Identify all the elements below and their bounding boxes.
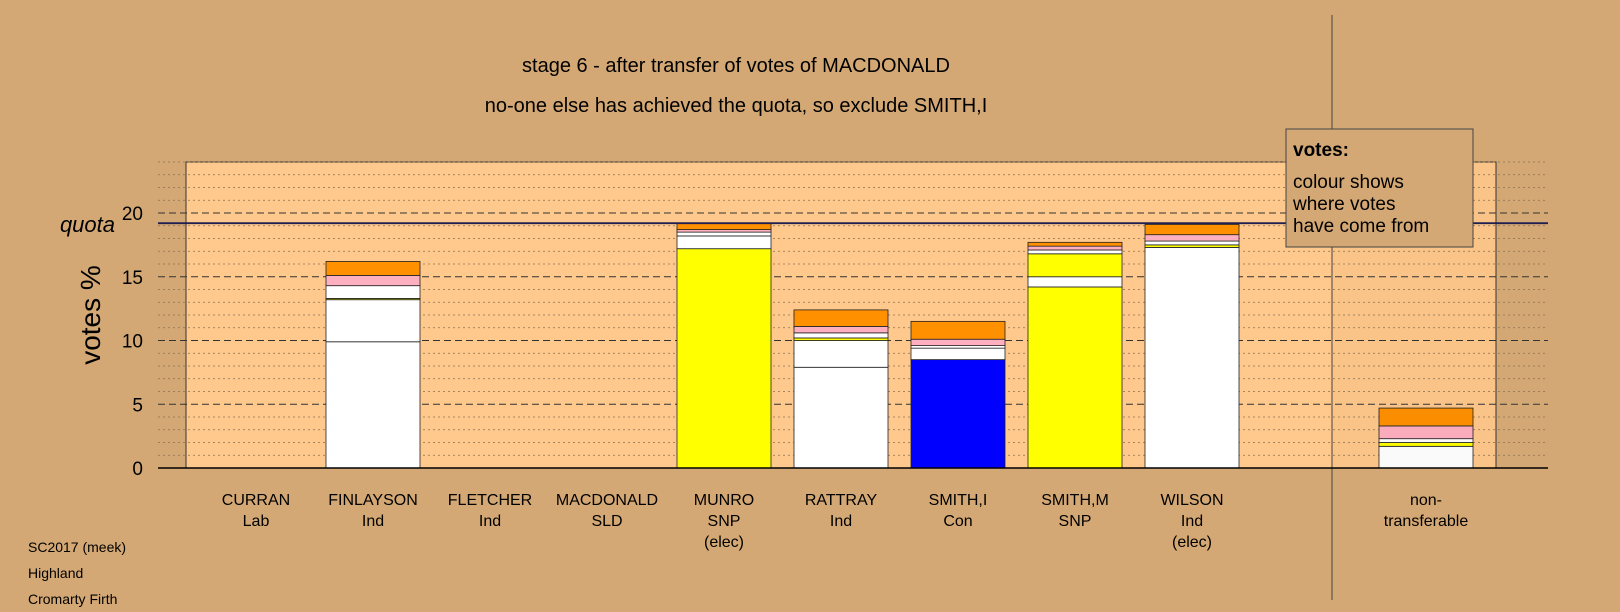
- bar-segment: [1027, 276, 1123, 288]
- bar-segment: [910, 347, 1006, 361]
- y-tick-label: 10: [122, 332, 143, 353]
- bar-segment: [325, 285, 421, 299]
- x-category-label: Ind: [362, 513, 384, 530]
- bar-segment: [325, 261, 421, 276]
- chart-subtitle: no-one else has achieved the quota, so e…: [485, 95, 988, 117]
- x-category-label: FINLAYSON: [328, 492, 418, 509]
- bar-segment: [1144, 224, 1240, 236]
- bar-segment: [910, 320, 1006, 340]
- x-category-label: Ind: [479, 513, 501, 530]
- legend-box: [1285, 128, 1474, 248]
- quota-label: quota: [60, 212, 115, 237]
- x-category-label: SLD: [591, 513, 622, 530]
- bar-segment: [793, 340, 889, 368]
- legend-line: where votes: [1292, 194, 1395, 215]
- y-tick-label: 5: [132, 395, 143, 416]
- bar-segment: [325, 341, 421, 469]
- footer-line-council: Highland: [28, 565, 84, 581]
- y-tick-label: 0: [132, 459, 143, 480]
- x-category-label: Ind: [1181, 513, 1203, 530]
- bar-segment: [793, 332, 889, 339]
- bar-segment: [325, 299, 421, 343]
- bar-segment: [1144, 234, 1240, 242]
- x-category-label: non-: [1410, 492, 1442, 509]
- x-category-label: Con: [943, 513, 972, 530]
- x-category-label: transferable: [1384, 513, 1469, 530]
- x-category-label: FLETCHER: [448, 492, 532, 509]
- x-category-label: (elec): [1172, 534, 1212, 551]
- x-category-label: WILSON: [1160, 492, 1223, 509]
- bar-segment: [676, 248, 772, 469]
- bar-segment: [1027, 286, 1123, 469]
- x-category-label: SNP: [1059, 513, 1092, 530]
- y-tick-label: 15: [122, 268, 143, 289]
- legend-line: colour shows: [1293, 172, 1404, 193]
- bar-segment: [1027, 249, 1123, 255]
- bar-segment: [910, 359, 1006, 469]
- x-category-label: CURRAN: [222, 492, 290, 509]
- x-category-label: SNP: [708, 513, 741, 530]
- bar-segment: [676, 222, 772, 230]
- y-tick-label: 20: [122, 204, 143, 225]
- y-axis-label: votes %: [75, 265, 106, 365]
- bar-segment: [1027, 253, 1123, 278]
- x-category-label: MUNRO: [694, 492, 754, 509]
- bar-segment: [325, 275, 421, 287]
- x-category-label: SMITH,I: [929, 492, 988, 509]
- x-category-label: SMITH,M: [1041, 492, 1109, 509]
- footer-info: SC2017 (meek) Highland Cromarty Firth: [28, 534, 126, 612]
- bar-segment: [1378, 407, 1474, 427]
- legend-line: have come from: [1293, 216, 1429, 237]
- bar-segment: [676, 235, 772, 250]
- footer-line-ward: Cromarty Firth: [28, 591, 118, 607]
- bar-segment: [1027, 245, 1123, 251]
- footer-line-count: SC2017 (meek): [28, 539, 127, 555]
- bar-segment: [1144, 247, 1240, 469]
- x-category-label: Lab: [243, 513, 270, 530]
- bar-segment: [910, 338, 1006, 347]
- x-category-label: MACDONALD: [556, 492, 658, 509]
- bar-segment: [676, 231, 772, 237]
- chart-title: stage 6 - after transfer of votes of MAC…: [522, 55, 950, 77]
- legend-title: votes:: [1293, 140, 1349, 161]
- x-category-label: Ind: [830, 513, 852, 530]
- x-category-label: RATTRAY: [805, 492, 878, 509]
- bar-segment: [1144, 240, 1240, 246]
- bar-segment: [793, 309, 889, 327]
- bar-segment: [1027, 241, 1123, 247]
- bar-segment: [793, 326, 889, 334]
- bar-segment: [793, 366, 889, 469]
- x-category-label: (elec): [704, 534, 744, 551]
